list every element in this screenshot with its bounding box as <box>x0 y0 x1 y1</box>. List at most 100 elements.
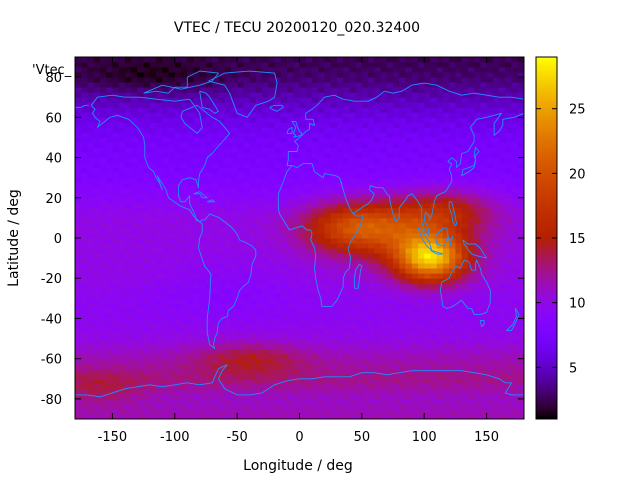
heatmap-cell <box>255 192 263 199</box>
heatmap-cell <box>417 97 425 103</box>
heatmap-cell <box>349 77 357 83</box>
heatmap-cell <box>293 162 300 169</box>
heatmap-cell <box>75 368 82 375</box>
heatmap-cell <box>417 112 425 118</box>
heatmap-cell <box>380 97 388 103</box>
heatmap-cell <box>318 122 325 128</box>
heatmap-cell <box>361 157 369 163</box>
heatmap-cell <box>424 107 431 113</box>
heatmap-cell <box>449 212 456 219</box>
heatmap-cell <box>517 303 524 309</box>
heatmap-cell <box>143 403 151 410</box>
heatmap-cell <box>131 87 138 93</box>
heatmap-cell <box>305 102 313 108</box>
heatmap-cell <box>417 77 425 83</box>
heatmap-cell <box>393 358 400 365</box>
heatmap-cell <box>218 343 226 350</box>
heatmap-cell <box>305 353 313 360</box>
heatmap-cell <box>336 308 344 314</box>
heatmap-cell <box>436 328 444 334</box>
heatmap-cell <box>237 323 244 329</box>
heatmap-cell <box>212 102 219 108</box>
heatmap-cell <box>305 268 313 274</box>
heatmap-cell <box>455 338 463 344</box>
heatmap-cell <box>505 82 512 88</box>
heatmap-cell <box>411 333 419 339</box>
heatmap-cell <box>149 363 157 370</box>
heatmap-cell <box>193 378 201 385</box>
heatmap-cell <box>87 393 95 400</box>
heatmap-cell <box>199 263 207 269</box>
heatmap-cell <box>93 358 101 365</box>
heatmap-cell <box>442 363 450 370</box>
heatmap-cell <box>168 273 176 279</box>
heatmap-cell <box>368 288 375 294</box>
heatmap-cell <box>118 353 126 360</box>
heatmap-cell <box>212 217 219 224</box>
heatmap-cell <box>499 303 506 309</box>
heatmap-cell <box>212 152 219 158</box>
heatmap-cell <box>324 222 332 229</box>
heatmap-cell <box>305 248 313 254</box>
heatmap-cell <box>162 127 169 133</box>
heatmap-cell <box>442 368 450 375</box>
heatmap-cell <box>205 157 213 163</box>
heatmap-cell <box>336 197 344 204</box>
heatmap-cell <box>118 363 126 370</box>
heatmap-cell <box>168 258 176 264</box>
heatmap-cell <box>311 333 319 339</box>
heatmap-cell <box>287 323 294 329</box>
heatmap-cell <box>424 127 431 133</box>
heatmap-cell <box>187 403 194 410</box>
heatmap-cell <box>212 177 219 184</box>
heatmap-cell <box>287 398 294 405</box>
heatmap-cell <box>299 293 307 299</box>
heatmap-cell <box>255 378 263 385</box>
heatmap-cell <box>224 152 232 158</box>
heatmap-cell <box>436 222 444 229</box>
heatmap-cell <box>467 222 475 229</box>
heatmap-cell <box>212 238 219 244</box>
heatmap-cell <box>230 137 238 143</box>
heatmap-cell <box>262 202 269 209</box>
heatmap-cell <box>324 172 332 179</box>
heatmap-cell <box>343 82 350 88</box>
heatmap-cell <box>131 303 138 309</box>
heatmap-cell <box>162 333 169 339</box>
heatmap-cell <box>455 273 463 279</box>
heatmap-cell <box>149 333 157 339</box>
heatmap-cell <box>374 293 381 299</box>
heatmap-cell <box>280 343 288 350</box>
heatmap-cell <box>224 293 232 299</box>
heatmap-cell <box>505 127 512 133</box>
heatmap-cell <box>131 132 138 138</box>
heatmap-cell <box>143 343 151 350</box>
heatmap-cell <box>474 388 481 395</box>
heatmap-cell <box>249 388 257 395</box>
heatmap-cell <box>318 398 325 405</box>
heatmap-cell <box>455 263 463 269</box>
heatmap-cell <box>499 152 506 158</box>
heatmap-cell <box>486 152 494 158</box>
heatmap-cell <box>505 77 512 83</box>
heatmap-cell <box>137 217 144 224</box>
heatmap-cell <box>124 393 132 400</box>
heatmap-cell <box>355 132 363 138</box>
heatmap-cell <box>87 403 95 410</box>
heatmap-cell <box>374 378 381 385</box>
heatmap-cell <box>212 388 219 395</box>
heatmap-cell <box>131 373 138 380</box>
heatmap-cell <box>318 328 325 334</box>
heatmap-cell <box>255 393 263 400</box>
heatmap-cell <box>249 258 257 264</box>
heatmap-cell <box>99 278 107 284</box>
heatmap-cell <box>349 187 357 194</box>
heatmap-cell <box>449 403 456 410</box>
heatmap-cell <box>324 298 332 304</box>
heatmap-cell <box>393 127 400 133</box>
heatmap-cell <box>417 278 425 284</box>
heatmap-cell <box>255 348 263 355</box>
heatmap-cell <box>511 197 519 204</box>
heatmap-cell <box>293 248 300 254</box>
heatmap-cell <box>368 77 375 83</box>
